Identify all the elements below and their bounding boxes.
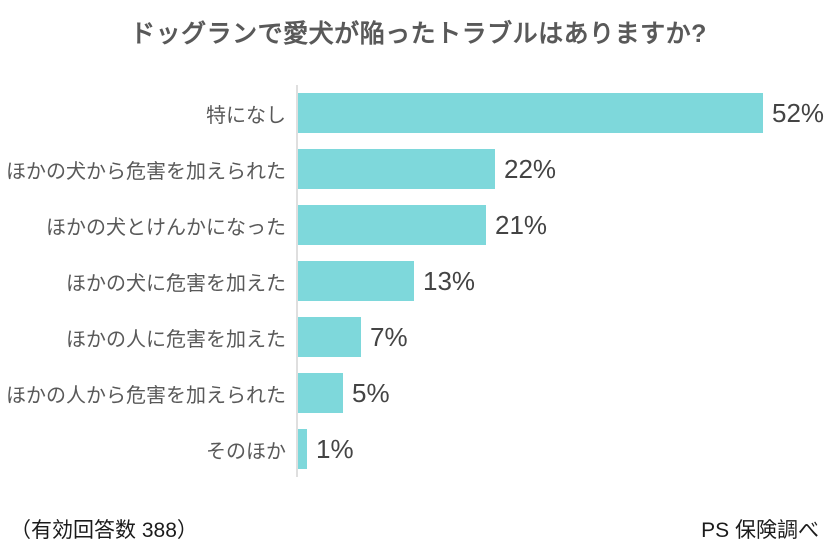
bar-category-label: ほかの人から危害を加えられた <box>6 384 286 407</box>
bar-track: 1% <box>298 429 837 469</box>
bar-track: 13% <box>298 261 837 301</box>
bar-category-label: ほかの犬に危害を加えた <box>66 272 286 295</box>
bar-category-label: ほかの人に危害を加えた <box>66 328 286 351</box>
y-axis-line <box>296 85 298 477</box>
bar <box>298 373 343 413</box>
bar <box>298 93 763 133</box>
bar-category-label: ほかの犬とけんかになった <box>46 216 286 239</box>
bar-track: 7% <box>298 317 837 357</box>
bar-row: ほかの犬に危害を加えた 13% <box>0 253 837 309</box>
bar-value-label: 5% <box>352 377 390 408</box>
bar <box>298 205 486 245</box>
bar <box>298 317 361 357</box>
bar <box>298 149 495 189</box>
valid-responses-note: （有効回答数 388） <box>10 519 198 542</box>
bar-track: 21% <box>298 205 837 245</box>
bar <box>298 429 307 469</box>
bar-row: 特になし 52% <box>0 85 837 141</box>
bar-value-label: 22% <box>504 153 557 184</box>
bar-row: ほかの人から危害を加えられた 5% <box>0 365 837 421</box>
bar-category-label: そのほか <box>206 440 286 463</box>
bar-value-label: 13% <box>423 265 476 296</box>
bar-track: 5% <box>298 373 837 413</box>
bar-row: ほかの人に危害を加えた 7% <box>0 309 837 365</box>
source-credit: PS 保険調べ <box>701 519 819 542</box>
bar-value-label: 7% <box>370 321 408 352</box>
bar <box>298 261 414 301</box>
chart-rows: 特になし 52% ほかの犬から危害を加えられた 22% ほかの犬とけんかになった… <box>0 85 837 477</box>
bar-row: そのほか 1% <box>0 421 837 477</box>
bar-value-label: 1% <box>316 433 354 464</box>
bar-row: ほかの犬から危害を加えられた 22% <box>0 141 837 197</box>
bar-value-label: 52% <box>772 97 825 128</box>
bar-category-label: ほかの犬から危害を加えられた <box>6 160 286 183</box>
bar-track: 52% <box>298 93 837 133</box>
bar-value-label: 21% <box>495 209 548 240</box>
bar-category-label: 特になし <box>206 104 286 127</box>
bar-track: 22% <box>298 149 837 189</box>
bar-row: ほかの犬とけんかになった 21% <box>0 197 837 253</box>
chart-title: ドッグランで愛犬が陥ったトラブルはありますか? <box>130 20 707 48</box>
